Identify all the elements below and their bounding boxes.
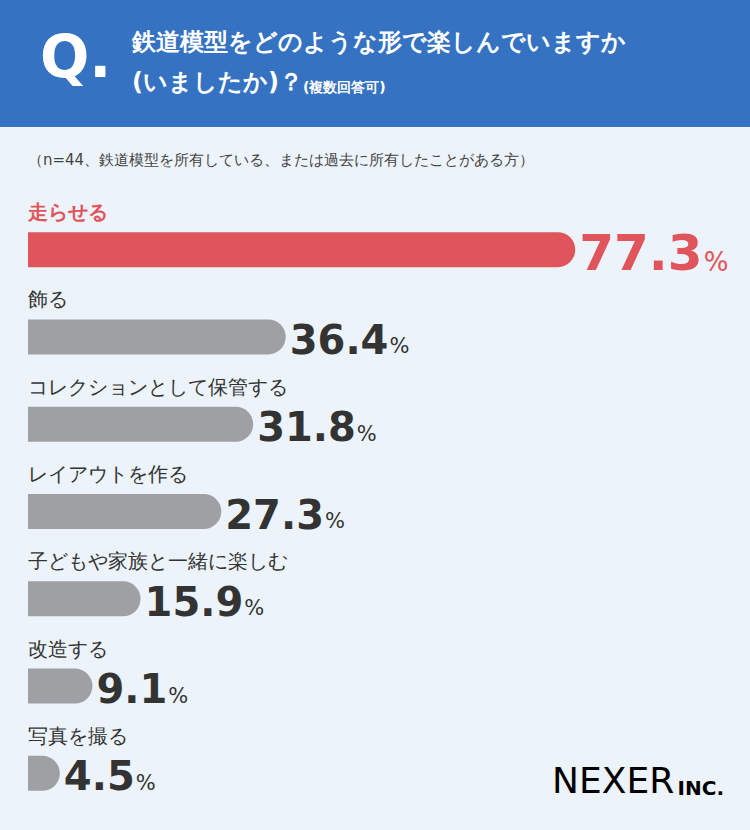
svg-text:Q.: Q. <box>40 23 111 91</box>
svg-text:写真を撮る: 写真を撮る <box>28 724 128 748</box>
svg-text:%: % <box>325 509 345 533</box>
svg-text:コレクションとして保管する: コレクションとして保管する <box>28 375 288 399</box>
svg-text:NEXER: NEXER <box>552 760 674 801</box>
svg-text:%: % <box>357 422 377 446</box>
svg-text:改造する: 改造する <box>28 637 108 661</box>
svg-text:%: % <box>389 334 409 358</box>
svg-text:77.3: 77.3 <box>579 224 702 282</box>
svg-text:27.3: 27.3 <box>225 492 324 538</box>
svg-text:INC.: INC. <box>678 776 724 800</box>
svg-text:（n=44、鉄道模型を所有している、または過去に所有したこと: （n=44、鉄道模型を所有している、または過去に所有したことがある方） <box>28 151 534 169</box>
svg-text:飾る: 飾る <box>28 287 68 311</box>
svg-text:%: % <box>244 596 264 620</box>
svg-text:9.1: 9.1 <box>96 666 167 712</box>
svg-text:15.9: 15.9 <box>145 579 244 625</box>
svg-text:(複数回答可): (複数回答可) <box>303 79 386 95</box>
svg-text:走らせる: 走らせる <box>27 200 108 224</box>
svg-text:4.5: 4.5 <box>64 753 135 799</box>
svg-text:36.4: 36.4 <box>290 317 389 363</box>
svg-text:%: % <box>704 247 729 277</box>
svg-text:(いましたか)？: (いましたか)？ <box>132 68 303 96</box>
svg-text:%: % <box>136 771 156 795</box>
svg-text:31.8: 31.8 <box>257 404 356 450</box>
svg-text:鉄道模型をどのような形で楽しんでいますか: 鉄道模型をどのような形で楽しんでいますか <box>131 28 626 56</box>
svg-text:レイアウトを作る: レイアウトを作る <box>28 462 188 486</box>
svg-text:%: % <box>168 684 188 708</box>
svg-text:子どもや家族と一緒に楽しむ: 子どもや家族と一緒に楽しむ <box>28 549 288 573</box>
